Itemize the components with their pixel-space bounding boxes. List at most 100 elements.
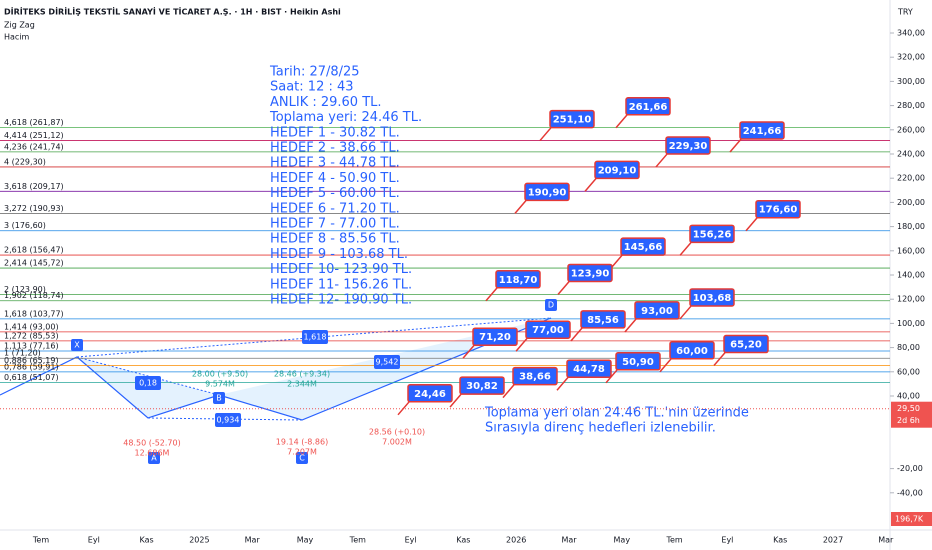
callout-label: 93,00 (641, 306, 673, 317)
price-tick-label: 260,00 (897, 125, 925, 134)
pivot-box (296, 452, 308, 464)
callout-label: 60,00 (676, 346, 708, 357)
countdown: 2d 6h (897, 416, 920, 425)
time-tick-label: Kas (773, 536, 787, 545)
ratio-label: 0,934 (217, 416, 240, 425)
time-tick-label: May (297, 536, 314, 545)
ratio-box (215, 413, 241, 427)
callout-pointer (514, 198, 528, 214)
callout-box (755, 199, 801, 219)
fib-label: 2,618 (156,47) (4, 246, 64, 255)
fib-label: 2 (123,90) (4, 285, 46, 294)
callout-label: 103,68 (693, 293, 732, 304)
fib-label: 0,618 (51,07) (4, 373, 59, 382)
info-line: HEDEF 2 - 38.66 TL. (270, 141, 400, 156)
callout-label: 241,66 (743, 126, 782, 137)
callout-label: 145,66 (624, 242, 663, 253)
time-tick-label: 2026 (506, 536, 526, 545)
pivot-label: B (216, 394, 222, 403)
time-tick-label: Kas (456, 536, 470, 545)
callout-pointer (605, 368, 619, 384)
callout-box (525, 320, 571, 339)
current-price-label: 29,50 (897, 404, 920, 413)
info-line: HEDEF 12- 190.90 TL. (270, 293, 412, 308)
callout-pointer (462, 343, 476, 359)
current-price-box (891, 401, 932, 428)
time-tick-label: Eyl (88, 536, 100, 545)
info-line: HEDEF 11- 156.26 TL. (270, 277, 412, 292)
pivot-label: C (299, 454, 305, 463)
price-tick-label: 160,00 (897, 246, 925, 255)
callout-pointer (679, 304, 693, 320)
time-tick-label: Mar (245, 536, 261, 545)
time-tick-label: Mar (878, 536, 894, 545)
info-line: HEDEF 3 - 44.78 TL. (270, 156, 400, 171)
ratio-label: 9,542 (376, 358, 399, 367)
fib-label: 3,272 (190,93) (4, 204, 64, 213)
price-tick-label: -40,00 (897, 488, 923, 497)
callout-label: 118,70 (499, 275, 538, 286)
callout-box (594, 160, 640, 180)
pivot-note: 19.14 (-8.86) (276, 438, 328, 447)
callout-pointer (539, 126, 553, 142)
ratio-box (374, 355, 400, 369)
callout-pointer (610, 253, 624, 269)
callout-label: 123,90 (571, 268, 610, 279)
time-tick-label: Tem (349, 536, 366, 545)
price-tick-label: 40,00 (897, 392, 920, 401)
fib-label: 3 (176,60) (4, 221, 46, 230)
volume-label: 196,7K (895, 515, 924, 524)
ratio-box (135, 376, 161, 390)
callout-label: 50,90 (622, 357, 654, 368)
callout-label: 156,26 (693, 229, 732, 240)
callout-pointer (570, 326, 584, 342)
info-line: ANLIK : 29.60 TL. (270, 95, 382, 110)
fib-label: 0,886 (65,19) (4, 356, 59, 365)
time-tick-label: Tem (665, 536, 682, 545)
fib-label: 1,902 (118,74) (4, 291, 64, 300)
pivot-note: 2.344M (287, 380, 317, 389)
fib-label: 2,414 (145,72) (4, 259, 64, 268)
fib-label: 0,786 (59,91) (4, 362, 59, 371)
callout-box (739, 121, 785, 140)
price-tick-label: 300,00 (897, 77, 925, 86)
time-tick-label: 2025 (189, 536, 209, 545)
callout-box (580, 310, 626, 329)
price-tick-label: 120,00 (897, 295, 925, 304)
pivot-box (71, 339, 83, 351)
callout-label: 261,66 (629, 102, 668, 113)
info-line: Saat: 12 : 43 (270, 80, 354, 95)
info-line: Tarih: 27/8/25 (269, 65, 360, 80)
info-line: HEDEF 9 - 103.68 TL. (270, 247, 408, 262)
callout-pointer (615, 113, 629, 129)
pivot-box (545, 299, 557, 311)
pivot-note: 12.686M (135, 449, 170, 458)
callout-pointer (729, 137, 743, 153)
pivot-note: 7.002M (382, 438, 412, 447)
info-line: HEDEF 5 - 60.00 TL. (270, 186, 400, 201)
callout-label: 77,00 (532, 325, 564, 336)
fib-label: 1,414 (93,00) (4, 322, 59, 331)
time-tick-label: Eyl (721, 536, 733, 545)
callout-pointer (556, 375, 570, 391)
zigzag (0, 317, 552, 421)
footnote: Sırasıyla direnç hedefleri izlenebilir. (485, 421, 716, 436)
callout-pointer (584, 176, 598, 192)
callout-box (459, 376, 505, 395)
callout-box (669, 341, 715, 360)
callout-box (620, 237, 666, 256)
callout-box (689, 224, 735, 244)
fib-label: 1,272 (85,53) (4, 331, 59, 340)
callout-box (566, 359, 612, 378)
time-tick-label: Tem (32, 536, 49, 545)
indicator: Zig Zag (4, 21, 35, 30)
callout-box (549, 109, 595, 129)
callout-box (495, 270, 541, 289)
fib-label: 1,618 (103,77) (4, 309, 64, 318)
price-tick-label: 100,00 (897, 319, 925, 328)
callout-pointer (659, 357, 673, 373)
time-tick-label: Kas (140, 536, 154, 545)
info-line: HEDEF 10- 123.90 TL. (270, 262, 412, 277)
pivot-box (148, 452, 160, 464)
